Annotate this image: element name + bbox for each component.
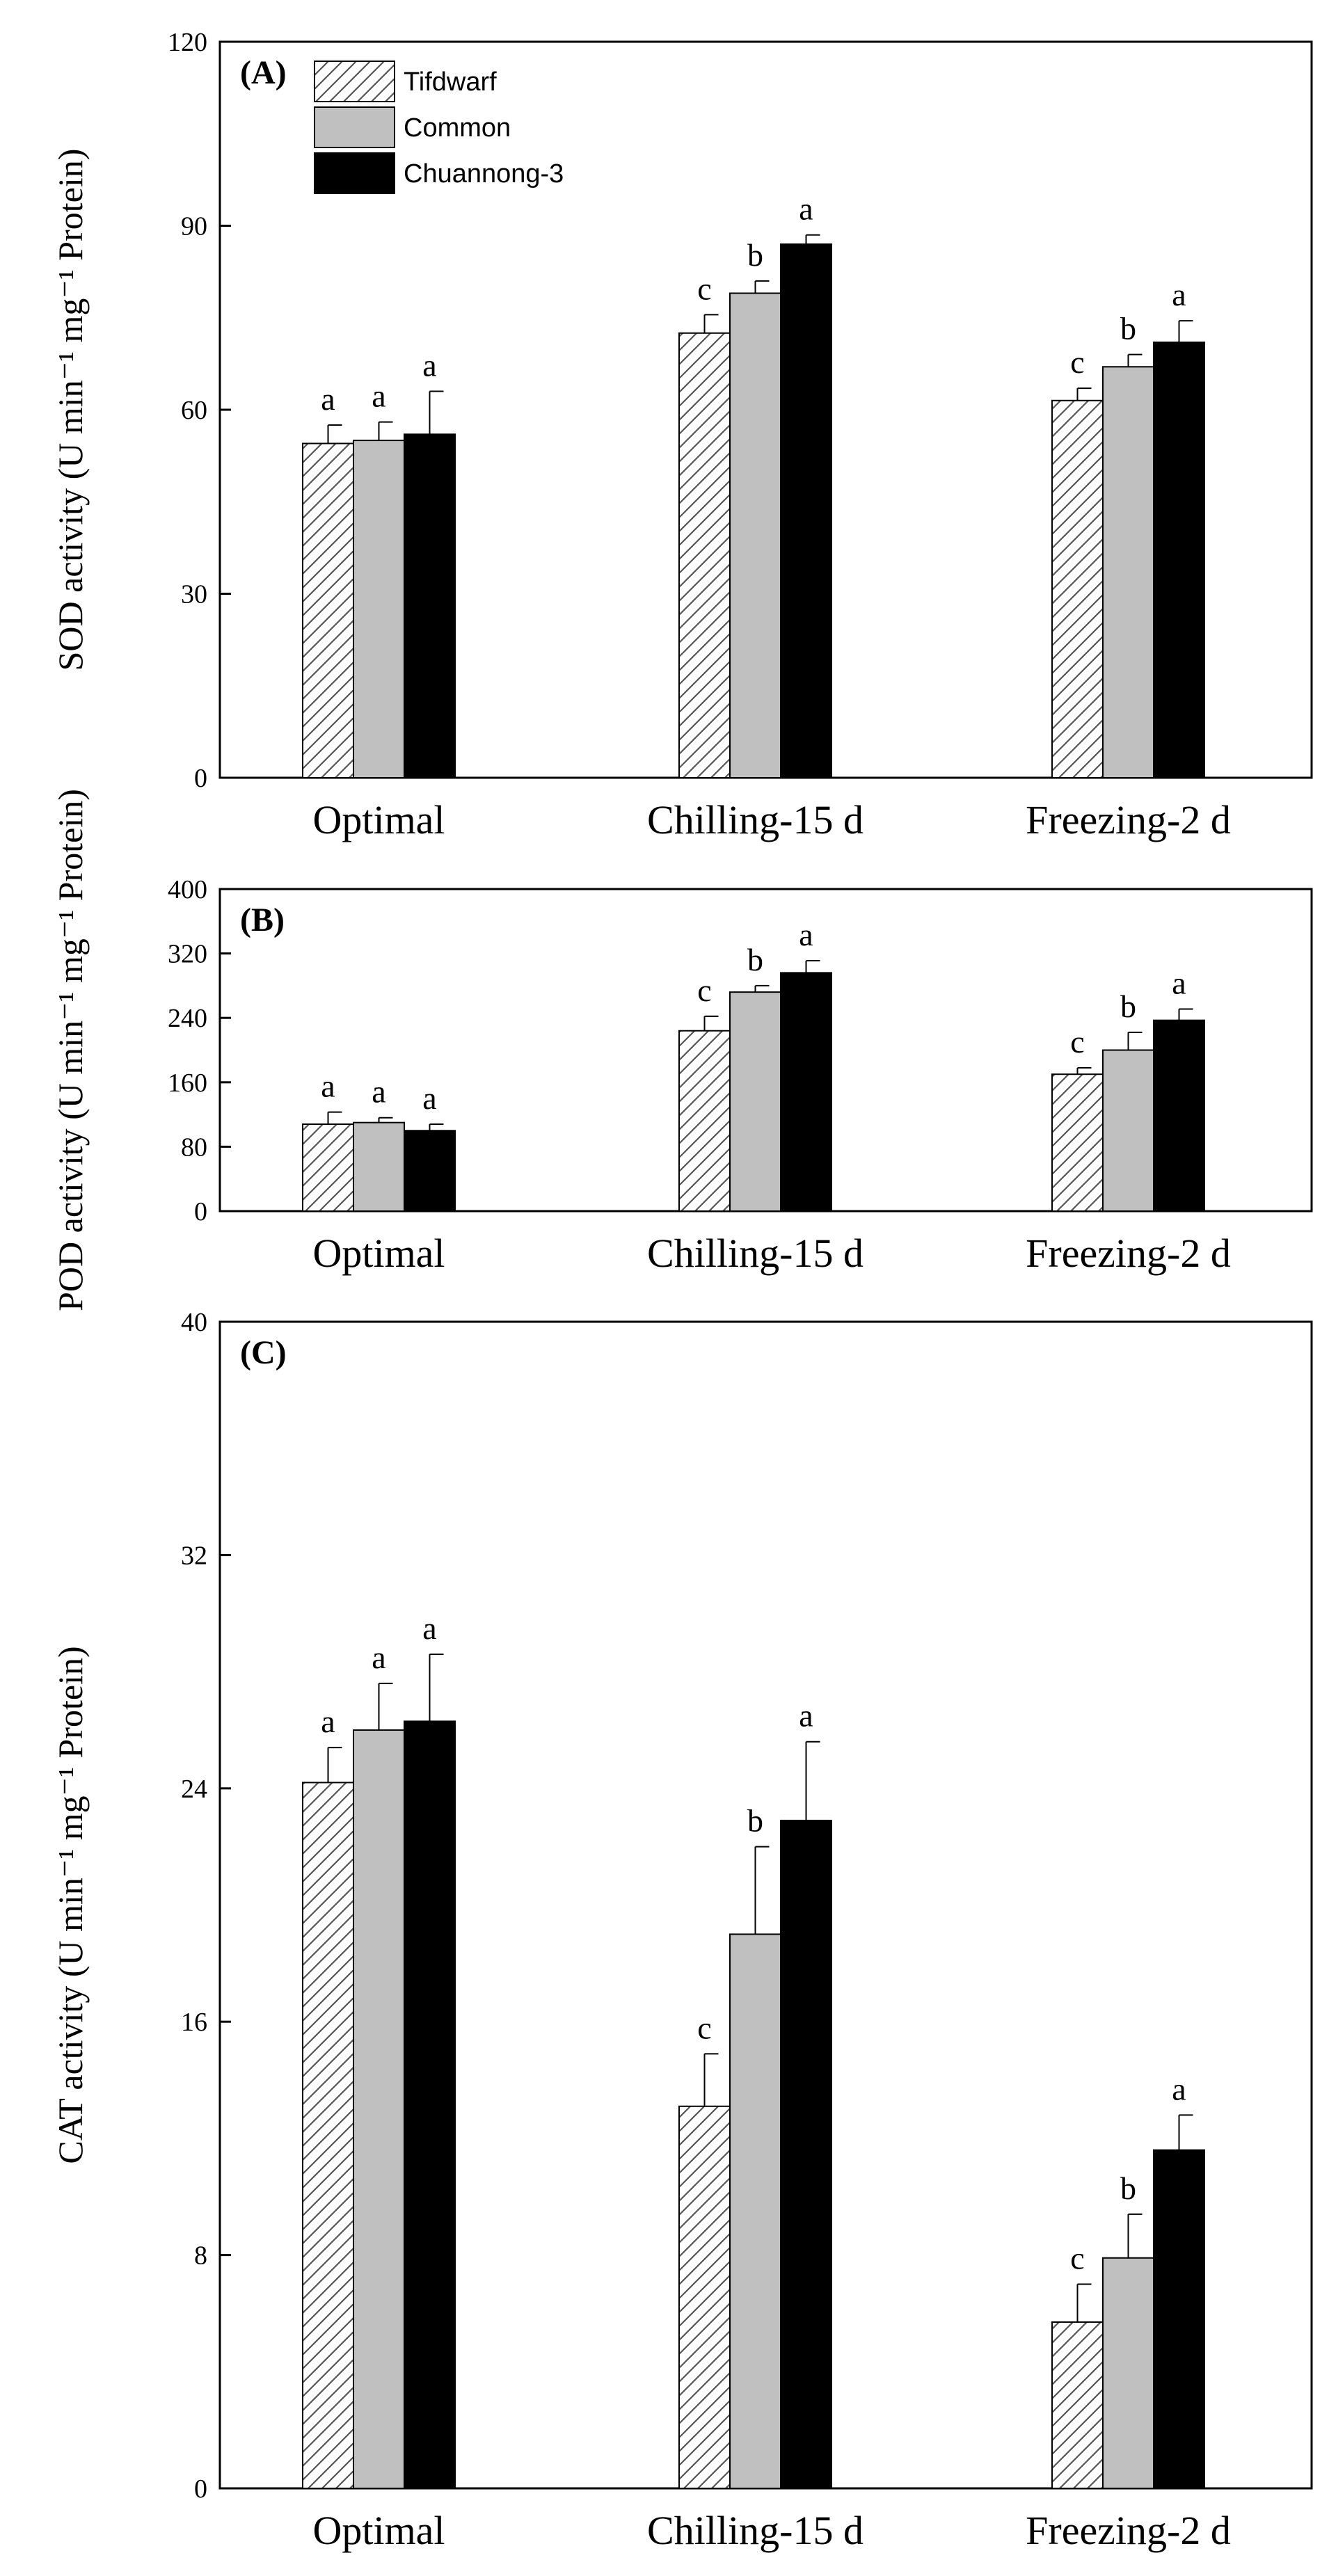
panel-label: (A)	[240, 54, 287, 91]
bar-chuannong-3	[404, 1130, 456, 1212]
bar-common	[729, 292, 781, 778]
bar-chuannong-3	[780, 243, 832, 778]
legend-label: Tifdwarf	[404, 67, 497, 97]
significance-letter: a	[422, 1610, 436, 1646]
significance-letter: a	[799, 191, 813, 227]
significance-letter: b	[747, 237, 763, 273]
significance-letter: c	[1070, 344, 1084, 380]
y-axis-label: SOD activity (U min⁻¹ mg⁻¹ Protein)	[51, 149, 90, 671]
category-label: Freezing-2 d	[1026, 1231, 1231, 1276]
significance-letter: a	[422, 348, 436, 383]
bar-tifdwarf	[678, 2105, 731, 2489]
bar-chuannong-3	[1153, 2149, 1205, 2489]
significance-letter: c	[1070, 1024, 1084, 1059]
category-label: Chilling-15 d	[647, 2508, 864, 2553]
y-tick-label: 80	[181, 1133, 207, 1162]
category-label: Chilling-15 d	[647, 1231, 864, 1276]
bar-tifdwarf	[1051, 2321, 1104, 2490]
significance-letter: b	[1120, 2170, 1136, 2206]
significance-letter: a	[799, 917, 813, 952]
significance-letter: a	[372, 1074, 385, 1110]
bar-common	[353, 1729, 405, 2489]
legend-swatch	[314, 152, 395, 194]
y-tick-label: 400	[168, 875, 207, 904]
bar-common	[353, 1121, 405, 1213]
y-axis-label: CAT activity (U min⁻¹ mg⁻¹ Protein)	[51, 1646, 90, 2163]
significance-letter: c	[697, 271, 711, 306]
significance-letter: b	[1120, 989, 1136, 1024]
panel-c: 0 8 16 24 32 40 CAT activity (U min⁻¹ mg⁻¹ Pro…	[51, 1308, 1313, 2553]
significance-letter: a	[372, 378, 385, 414]
y-tick-label: 8	[194, 2241, 207, 2271]
panel-label: (C)	[240, 1334, 287, 1371]
significance-letter: a	[372, 1640, 385, 1675]
bar-tifdwarf	[678, 332, 731, 778]
y-tick-label: 160	[168, 1069, 207, 1098]
legend-label: Common	[404, 113, 511, 143]
bar-tifdwarf	[302, 1123, 354, 1212]
bar-chuannong-3	[780, 1819, 832, 2489]
bar-tifdwarf	[302, 1782, 354, 2490]
significance-letter: a	[1172, 277, 1186, 312]
category-label: Optimal	[312, 797, 445, 842]
y-tick-label: 24	[181, 1775, 207, 1804]
y-tick-label: 120	[168, 28, 207, 57]
y-tick-label: 32	[181, 1541, 207, 1570]
significance-letter: c	[697, 2010, 711, 2045]
bar-chuannong-3	[404, 433, 456, 778]
bar-chuannong-3	[1153, 342, 1205, 778]
significance-letter: a	[799, 1698, 813, 1734]
bar-chuannong-3	[1153, 1019, 1205, 1212]
y-tick-label: 40	[181, 1308, 207, 1337]
bar-common	[1102, 1049, 1154, 1212]
significance-letter: c	[1070, 2241, 1084, 2276]
significance-letter: a	[321, 381, 335, 417]
y-tick-label: 0	[194, 764, 207, 793]
significance-letter: c	[697, 973, 711, 1008]
y-tick-label: 320	[168, 940, 207, 969]
bar-common	[1102, 366, 1154, 778]
bar-chuannong-3	[404, 1720, 456, 2489]
legend-label: Chuannong-3	[404, 159, 564, 189]
category-label: Chilling-15 d	[647, 797, 864, 842]
y-tick-label: 0	[194, 1197, 207, 1226]
y-tick-label: 0	[194, 2474, 207, 2504]
significance-letter: a	[1172, 965, 1186, 1000]
y-tick-label: 240	[168, 1004, 207, 1033]
significance-letter: a	[321, 1069, 335, 1104]
y-axis-label: POD activity (U min⁻¹ mg⁻¹ Protein)	[51, 789, 90, 1311]
y-tick-label: 90	[181, 212, 207, 241]
category-label: Freezing-2 d	[1026, 2508, 1231, 2553]
bar-common	[1102, 2257, 1154, 2489]
bar-chuannong-3	[780, 972, 832, 1212]
significance-letter: b	[747, 1803, 763, 1839]
category-label: Optimal	[312, 2508, 445, 2553]
y-tick-label: 16	[181, 2008, 207, 2037]
significance-letter: a	[1172, 2071, 1186, 2106]
panel-b: 0 80 160 240 320 400 POD activity (U min⁻¹ mg⁻…	[51, 789, 1313, 1311]
panel-a: 0 30 60 90 120 SOD activity (U min⁻¹ mg⁻¹ Pro…	[51, 28, 1313, 842]
bar-common	[729, 991, 781, 1213]
significance-letter: a	[321, 1704, 335, 1739]
significance-letter: a	[422, 1080, 436, 1116]
bar-common	[353, 440, 405, 778]
bar-tifdwarf	[1051, 399, 1104, 778]
bar-tifdwarf	[678, 1030, 731, 1212]
legend-swatch	[314, 61, 395, 102]
significance-letter: b	[1120, 311, 1136, 346]
bar-common	[729, 1933, 781, 2490]
category-label: Freezing-2 d	[1026, 797, 1231, 842]
bar-tifdwarf	[302, 442, 354, 778]
category-label: Optimal	[312, 1231, 445, 1276]
bar-tifdwarf	[1051, 1073, 1104, 1212]
y-tick-label: 30	[181, 580, 207, 609]
y-tick-label: 60	[181, 396, 207, 425]
significance-letter: b	[747, 942, 763, 977]
panel-label: (B)	[240, 902, 285, 938]
legend-swatch	[314, 106, 395, 148]
